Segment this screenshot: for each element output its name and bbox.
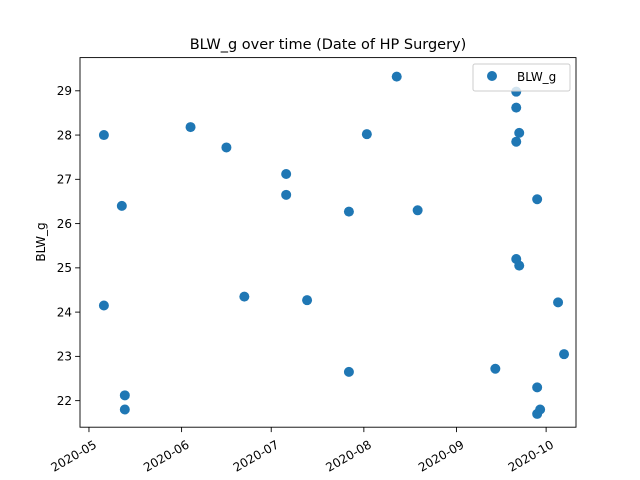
data-point-18 bbox=[511, 102, 522, 113]
data-point-28 bbox=[559, 349, 570, 360]
y-tick-label-2: 24 bbox=[57, 305, 72, 319]
y-axis-label: BLW_g bbox=[34, 222, 48, 261]
data-point-1 bbox=[98, 300, 109, 311]
data-point-2 bbox=[116, 200, 127, 211]
data-point-0 bbox=[98, 130, 109, 141]
data-point-24 bbox=[532, 382, 543, 393]
data-point-21 bbox=[514, 127, 525, 138]
data-point-9 bbox=[281, 189, 292, 200]
data-point-15 bbox=[412, 205, 423, 216]
data-point-3 bbox=[119, 390, 130, 401]
legend-label: BLW_g bbox=[517, 70, 556, 84]
data-points bbox=[98, 71, 570, 419]
legend: BLW_g bbox=[472, 63, 571, 92]
data-point-19 bbox=[511, 136, 522, 147]
data-point-14 bbox=[391, 71, 402, 82]
data-point-13 bbox=[361, 129, 372, 140]
y-tick-label-1: 23 bbox=[57, 350, 72, 364]
y-axis: 22 23 24 25 26 27 28 29 bbox=[57, 84, 80, 408]
y-tick-label-6: 28 bbox=[57, 128, 72, 142]
legend-marker bbox=[487, 71, 497, 81]
data-point-10 bbox=[302, 295, 313, 306]
data-point-4 bbox=[119, 404, 130, 415]
data-point-8 bbox=[281, 169, 292, 180]
y-tick-label-4: 26 bbox=[57, 217, 72, 231]
y-tick-label-3: 25 bbox=[57, 261, 72, 275]
data-point-23 bbox=[532, 194, 543, 205]
legend-box bbox=[472, 63, 571, 92]
data-point-27 bbox=[553, 297, 564, 308]
axes-frame bbox=[79, 57, 577, 428]
data-point-6 bbox=[221, 142, 232, 153]
data-point-22 bbox=[514, 260, 525, 271]
y-tick-label-5: 27 bbox=[57, 173, 72, 187]
data-point-16 bbox=[490, 363, 501, 374]
y-tick-label-7: 29 bbox=[57, 84, 72, 98]
chart-title: BLW_g over time (Date of HP Surgery) bbox=[190, 37, 467, 53]
data-point-11 bbox=[343, 206, 354, 217]
data-point-12 bbox=[343, 366, 354, 377]
data-point-5 bbox=[185, 122, 196, 133]
data-point-26 bbox=[532, 408, 543, 419]
data-point-7 bbox=[239, 291, 250, 302]
y-tick-label-0: 22 bbox=[57, 394, 72, 408]
